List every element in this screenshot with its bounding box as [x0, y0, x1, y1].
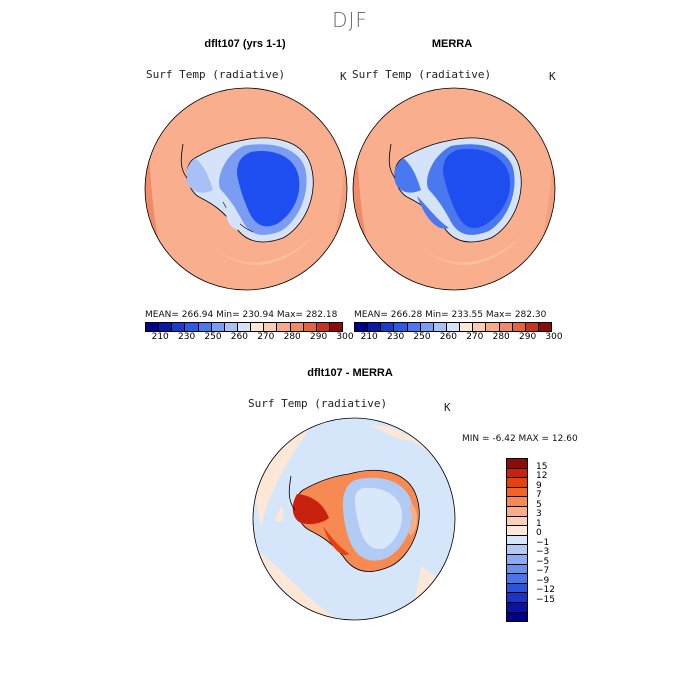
obs-stats: MEAN= 266.28 Min= 233.55 Max= 282.30 — [354, 310, 547, 320]
colorbar-swatch — [507, 497, 527, 507]
model-stats: MEAN= 266.94 Min= 230.94 Max= 282.18 — [145, 310, 338, 320]
model-panel-title: dflt107 (yrs 1-1) — [204, 38, 286, 50]
colorbar-swatch — [198, 323, 212, 331]
colorbar-swatch — [394, 323, 408, 331]
colorbar-swatch — [159, 323, 173, 331]
colorbar-tick-label: −12 — [536, 585, 555, 596]
model-colorbar: 210 230 250 260 270 280 290 300 — [145, 322, 354, 344]
colorbar-swatch — [368, 323, 382, 331]
model-polar-map — [144, 87, 348, 291]
colorbar-tick-label: −5 — [536, 556, 550, 567]
colorbar-swatch — [381, 323, 395, 331]
colorbar-swatch — [507, 593, 527, 603]
colorbar-tick-label: −15 — [536, 594, 555, 605]
colorbar-swatch — [290, 323, 304, 331]
diff-variable-label: Surf Temp (radiative) — [248, 397, 388, 410]
colorbar-swatch — [507, 468, 527, 479]
diff-stats: MIN = -6.42 MAX = 12.60 — [462, 434, 578, 444]
colorbar-swatch — [420, 323, 434, 331]
colorbar-tick-label: 280 — [492, 332, 510, 342]
colorbar-swatch — [538, 323, 552, 331]
colorbar-swatch — [486, 323, 500, 331]
colorbar-tick-label: 270 — [257, 332, 275, 342]
colorbar-swatch — [507, 506, 527, 517]
colorbar-tick-label: 1 — [536, 518, 542, 529]
colorbar-tick-label: 270 — [466, 332, 484, 342]
colorbar-tick-label: 260 — [439, 332, 457, 342]
obs-unit-label: K — [549, 70, 556, 83]
colorbar-swatch — [507, 602, 527, 613]
colorbar-tick-label: 3 — [536, 509, 542, 520]
colorbar-tick-label: 210 — [360, 332, 378, 342]
colorbar-tick-label: 300 — [545, 332, 563, 342]
colorbar-swatch — [172, 323, 186, 331]
obs-colorbar: 210 230 250 260 270 280 290 300 — [354, 322, 563, 344]
colorbar-tick-label: 280 — [283, 332, 301, 342]
season-title: DJF — [332, 8, 368, 32]
colorbar-tick-label: −3 — [536, 547, 550, 558]
colorbar-tick-label: 260 — [230, 332, 248, 342]
colorbar-swatch — [211, 323, 225, 331]
colorbar-swatch — [433, 323, 447, 331]
colorbar-tick-label: 230 — [178, 332, 196, 342]
colorbar-tick-label: 290 — [519, 332, 537, 342]
colorbar-tick-label: −7 — [536, 566, 550, 577]
colorbar-swatch — [507, 459, 527, 469]
colorbar-swatch — [316, 323, 330, 331]
colorbar-tick-label: 0 — [536, 528, 542, 539]
colorbar-swatch — [525, 323, 539, 331]
colorbar-tick-label: 290 — [310, 332, 328, 342]
colorbar-tick-label: 5 — [536, 499, 542, 510]
colorbar-swatch — [507, 564, 527, 575]
colorbar-swatch — [507, 583, 527, 594]
diff-polar-map — [252, 417, 456, 621]
colorbar-tick-label: 300 — [336, 332, 354, 342]
colorbar-swatch — [224, 323, 238, 331]
colorbar-swatch — [507, 554, 527, 565]
colorbar-swatch — [460, 323, 474, 331]
colorbar-swatch — [507, 535, 527, 546]
colorbar-tick-label: −9 — [536, 575, 550, 586]
colorbar-swatch — [251, 323, 265, 331]
colorbar-swatch — [512, 323, 526, 331]
colorbar-tick-label: −1 — [536, 537, 550, 548]
colorbar-tick-label: 210 — [151, 332, 169, 342]
colorbar-swatch — [237, 323, 252, 331]
colorbar-swatch — [507, 526, 527, 536]
diff-colorbar — [506, 458, 528, 622]
diff-panel-title: dflt107 - MERRA — [307, 367, 393, 379]
colorbar-swatch — [329, 323, 343, 331]
colorbar-swatch — [355, 323, 369, 331]
colorbar-tick-label: 230 — [387, 332, 405, 342]
colorbar-tick-label: 12 — [536, 471, 548, 482]
colorbar-swatch — [507, 545, 527, 555]
model-unit-label: K — [340, 70, 347, 83]
diff-colorbar-ticks: 15 12 9 7 5 3 1 0 −1 −3 −5 −7 −9 −12 −15 — [536, 458, 566, 620]
colorbar-swatch — [303, 323, 317, 331]
colorbar-tick-label: 15 — [536, 461, 548, 472]
colorbar-swatch — [507, 516, 527, 527]
colorbar-tick-label: 9 — [536, 480, 542, 491]
colorbar-swatch — [277, 323, 291, 331]
colorbar-tick-label: 250 — [204, 332, 222, 342]
colorbar-swatch — [499, 323, 513, 331]
colorbar-swatch — [407, 323, 421, 331]
model-variable-label: Surf Temp (radiative) — [146, 68, 286, 81]
colorbar-swatch — [507, 487, 527, 498]
obs-panel-title: MERRA — [431, 38, 473, 50]
colorbar-swatch — [473, 323, 487, 331]
colorbar-swatch — [146, 323, 160, 331]
colorbar-tick-label: 250 — [413, 332, 431, 342]
colorbar-swatch — [507, 612, 527, 622]
obs-variable-label: Surf Temp (radiative) — [352, 68, 492, 81]
obs-polar-map — [352, 87, 556, 291]
colorbar-swatch — [446, 323, 461, 331]
colorbar-swatch — [264, 323, 278, 331]
colorbar-tick-label: 7 — [536, 490, 542, 501]
colorbar-swatch — [507, 478, 527, 488]
colorbar-swatch — [185, 323, 199, 331]
colorbar-swatch — [507, 574, 527, 584]
diff-unit-label: K — [444, 401, 451, 414]
